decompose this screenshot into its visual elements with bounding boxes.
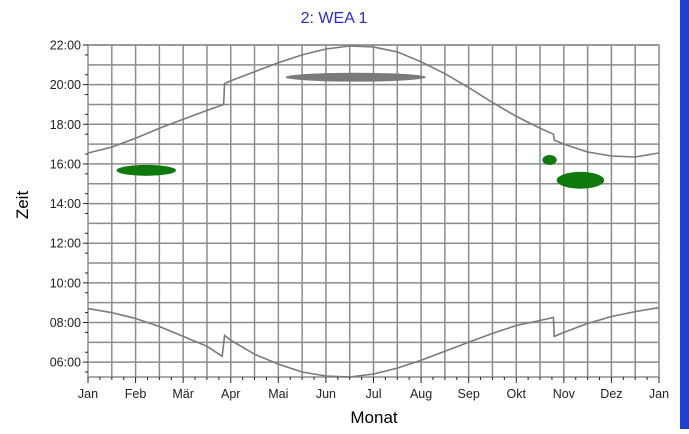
y-tick-label: 22:00 — [50, 39, 81, 53]
window-edge-bar — [680, 0, 689, 429]
y-tick-label: 20:00 — [50, 78, 81, 92]
tick-layer: 22:00 20:00 18:00 16:00 14:00 12:00 10:00 08:00… — [50, 39, 669, 402]
series-layer — [87, 45, 660, 378]
shadow-layer — [116, 72, 605, 189]
x-tick-label: Feb — [125, 387, 147, 401]
x-tick-label: Mai — [268, 387, 288, 401]
y-tick-label: 14:00 — [50, 197, 81, 211]
x-tick-label: Jun — [316, 387, 336, 401]
shadow-period-green — [116, 164, 177, 176]
x-axis-label: Monat — [350, 408, 398, 427]
chart-svg: 2: WEA 1 22:00 20:00 18:00 16:00 14:00 12:00 1… — [13, 10, 669, 427]
shadow-period-green — [542, 155, 557, 165]
sunrise-curve — [87, 306, 660, 378]
y-tick-label: 16:00 — [50, 157, 81, 171]
x-tick-label: Jul — [366, 387, 382, 401]
y-axis-label: Zeit — [13, 191, 32, 220]
x-tick-label: Jan — [78, 387, 98, 401]
x-tick-label: Mär — [172, 387, 194, 401]
x-tick-label: Jan — [649, 387, 669, 401]
y-tick-label: 10:00 — [50, 276, 81, 290]
x-tick-label: Okt — [507, 387, 527, 401]
x-tick-label: Aug — [410, 387, 432, 401]
x-tick-label: Dez — [600, 387, 622, 401]
shadow-period-green — [556, 171, 605, 189]
x-tick-label: Nov — [553, 387, 576, 401]
y-tick-label: 06:00 — [50, 356, 81, 370]
y-tick-label: 08:00 — [50, 316, 81, 330]
grid-layer — [87, 44, 660, 378]
y-tick-label: 18:00 — [50, 118, 81, 132]
x-tick-label: Sep — [458, 387, 480, 401]
sunset-curve — [87, 45, 660, 158]
shadow-period-gray — [285, 72, 426, 82]
x-tick-label: Apr — [221, 387, 240, 401]
chart-title: 2: WEA 1 — [301, 10, 368, 27]
y-tick-label: 12:00 — [50, 237, 81, 251]
